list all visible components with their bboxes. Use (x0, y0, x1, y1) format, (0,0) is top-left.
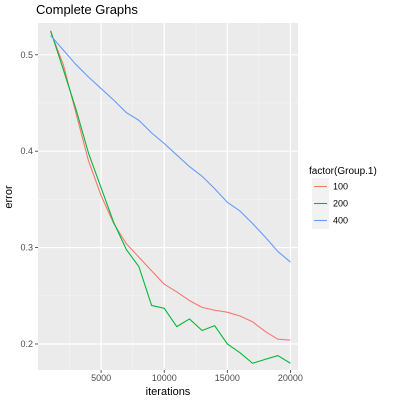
y-tick-label: 0.5 (20, 50, 33, 60)
series-line-200 (50, 30, 291, 364)
x-tick-label: 20000 (278, 373, 303, 383)
series-line-400 (50, 35, 291, 263)
legend-label-100: 100 (333, 182, 348, 192)
y-tick-label: 0.4 (20, 146, 33, 156)
series-layer (50, 30, 291, 364)
plot-panel (38, 23, 298, 370)
y-axis: 0.2 0.3 0.4 0.5 (20, 50, 38, 349)
y-tick-label: 0.2 (20, 339, 33, 349)
x-tick-label: 10000 (152, 373, 177, 383)
legend-items: 100 200 400 (312, 178, 348, 229)
x-tick-label: 5000 (91, 373, 111, 383)
x-tick-label: 15000 (215, 373, 240, 383)
legend-label-200: 200 (333, 199, 348, 209)
legend-title: factor(Group.1) (309, 166, 377, 177)
y-axis-title: error (3, 185, 15, 209)
series-line-100 (50, 31, 291, 341)
y-tick-label: 0.3 (20, 243, 33, 253)
x-axis-title: iterations (146, 386, 191, 398)
x-axis: 5000 10000 15000 20000 (91, 370, 303, 383)
legend-label-400: 400 (333, 216, 348, 226)
legend: factor(Group.1) 100 200 400 (309, 166, 377, 229)
chart-title: Complete Graphs (36, 2, 138, 17)
